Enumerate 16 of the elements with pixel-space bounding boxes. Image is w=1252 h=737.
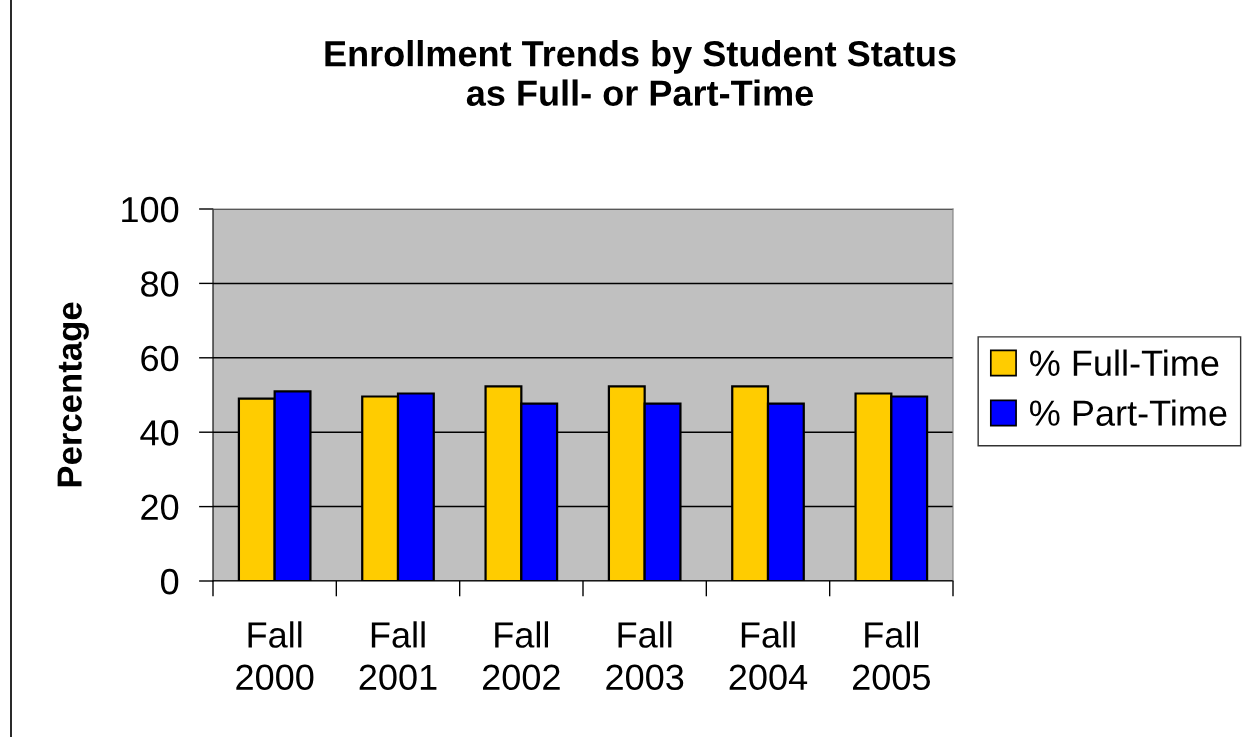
y-tick-label: 20 <box>141 494 179 521</box>
x-tick-label: Fall 2001 <box>359 621 437 691</box>
legend-label: % Full-Time <box>1030 349 1219 377</box>
legend-label: % Part-Time <box>1030 399 1227 426</box>
y-tick-label: 80 <box>141 271 179 297</box>
chart-title: Enrollment Trends by Student Status as Full- or Part-Time <box>325 40 956 106</box>
x-tick-label: Fall 2002 <box>482 621 560 691</box>
x-tick-label: Fall 2004 <box>729 621 808 691</box>
x-tick-label: Fall 2000 <box>236 621 314 691</box>
y-tick-label: 100 <box>122 196 179 223</box>
y-tick-label: 60 <box>141 345 179 372</box>
x-tick-label: Fall 2003 <box>606 621 684 691</box>
y-tick-label: 40 <box>140 420 179 446</box>
y-tick-label: 0 <box>161 568 179 595</box>
x-tick-label: Fall 2005 <box>852 621 930 691</box>
y-axis-title: Percentage <box>57 302 89 487</box>
